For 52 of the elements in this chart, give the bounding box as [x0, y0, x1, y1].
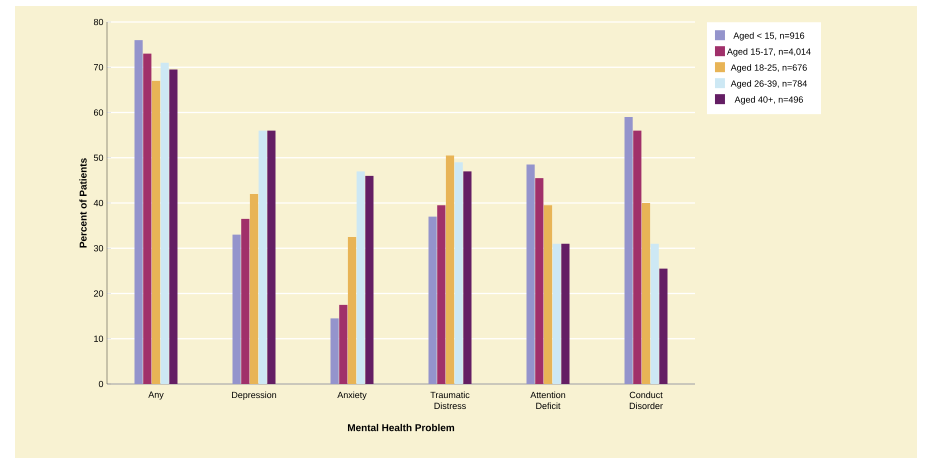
y-axis-title: Percent of Patients [79, 158, 87, 248]
bar [258, 130, 267, 384]
x-tick-label: Traumatic Distress [430, 392, 470, 410]
y-tick-label: 30 [94, 245, 104, 252]
bar [152, 80, 160, 384]
x-tick-label: Anxiety [337, 392, 367, 400]
bar [169, 70, 178, 384]
bar [446, 155, 454, 384]
bar [134, 40, 143, 384]
y-tick-label: 0 [98, 380, 104, 388]
bar [561, 244, 570, 384]
y-tick-label: 50 [94, 154, 104, 161]
bar [552, 244, 561, 384]
legend-label: Aged 18-25, n=676 [730, 64, 807, 73]
bar [633, 130, 642, 384]
legend-label: Aged 40+, n=496 [734, 96, 803, 105]
bar [544, 205, 552, 384]
y-tick-label: 70 [94, 64, 104, 70]
bar [642, 203, 650, 384]
bar [526, 164, 535, 384]
bar [267, 130, 276, 384]
y-tick-label: 80 [94, 18, 104, 26]
legend-label: Aged < 15, n=916 [733, 32, 804, 41]
bar [250, 194, 258, 384]
legend-label: Aged 15-17, n=4,014 [726, 48, 811, 57]
y-tick-label: 60 [94, 109, 104, 116]
bar [650, 244, 659, 384]
x-tick-label: Any [148, 392, 164, 400]
bar [232, 234, 241, 384]
bar [454, 162, 463, 384]
bar [330, 318, 339, 384]
bar [143, 54, 152, 384]
bar [241, 218, 250, 384]
bar [160, 62, 169, 384]
y-tick-label: 10 [94, 336, 104, 342]
y-tick-label: 20 [94, 290, 104, 297]
x-axis-title: Mental Health Problem [348, 424, 454, 432]
bar [535, 178, 544, 384]
y-tick-label: 40 [94, 200, 104, 206]
bar [624, 117, 633, 384]
bar [348, 236, 356, 384]
bar [437, 205, 446, 384]
bar [659, 268, 668, 384]
bar [365, 176, 374, 384]
x-tick-label: Attention Deficit [530, 392, 566, 410]
bar [428, 216, 437, 384]
bar [339, 304, 348, 384]
x-tick-label: Conduct Disorder [630, 392, 663, 410]
x-tick-label: Depression [232, 392, 276, 400]
bar [356, 171, 365, 384]
legend-label: Aged 26-39, n=784 [730, 80, 807, 89]
bar [463, 171, 472, 384]
